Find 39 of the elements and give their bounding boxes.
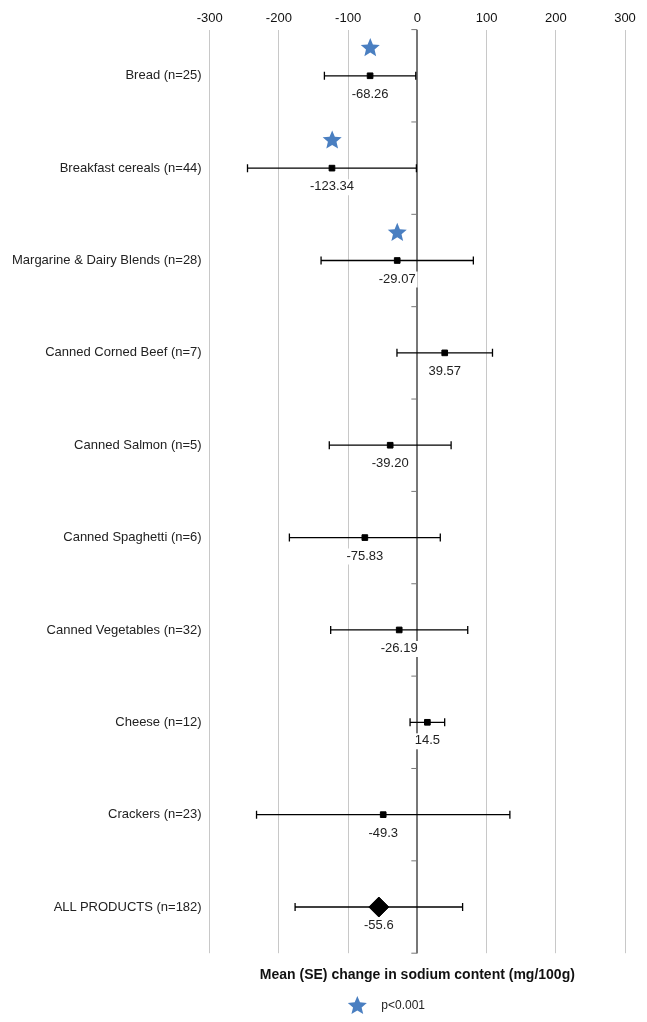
x-tick-label: 100 — [475, 10, 498, 26]
data-label: -68.26 — [351, 85, 389, 101]
point — [424, 718, 431, 726]
y-tick-label: Margarine & Dairy Blends (n=28) — [12, 252, 202, 268]
y-tick-label: ALL PRODUCTS (n=182) — [53, 898, 202, 914]
y-tick-label: Crackers (n=23) — [108, 806, 202, 822]
x-tick-label: -200 — [265, 10, 292, 26]
point — [379, 811, 387, 818]
point — [386, 441, 394, 449]
data-label: 39.57 — [428, 362, 461, 378]
point — [395, 626, 403, 634]
y-tick-label: Canned Vegetables (n=32) — [46, 621, 202, 637]
data-label: -123.34 — [309, 178, 354, 194]
point — [441, 349, 449, 357]
y-tick-label: Canned Spaghetti (n=6) — [63, 529, 202, 545]
y-tick-label: Breakfast cereals (n=44) — [59, 159, 202, 175]
x-axis-title: Mean (SE) change in sodium content (mg/100g) — [259, 966, 575, 983]
x-tick-label: 200 — [544, 10, 567, 26]
y-tick-label: Bread (n=25) — [125, 67, 202, 83]
point — [328, 164, 336, 172]
data-label: -75.83 — [346, 547, 384, 563]
legend-label: p<0.001 — [381, 998, 426, 1013]
x-tick-label: 300 — [614, 10, 636, 26]
x-tick-label: 0 — [413, 10, 421, 26]
data-label: -26.19 — [380, 640, 418, 656]
point — [366, 72, 374, 80]
point — [361, 534, 369, 541]
data-label: -39.20 — [371, 455, 409, 471]
data-label: -55.6 — [364, 917, 394, 933]
point — [393, 257, 401, 264]
y-tick-label: Canned Corned Beef (n=7) — [45, 344, 202, 360]
data-label: -29.07 — [378, 270, 416, 286]
x-tick-label: -300 — [196, 10, 223, 26]
point — [368, 896, 390, 918]
data-label: -49.3 — [368, 824, 399, 840]
y-tick-label: Canned Salmon (n=5) — [74, 436, 202, 452]
data-label: 14.5 — [414, 732, 441, 748]
y-tick-label: Cheese (n=12) — [115, 713, 202, 729]
x-tick-label: -100 — [335, 10, 362, 26]
